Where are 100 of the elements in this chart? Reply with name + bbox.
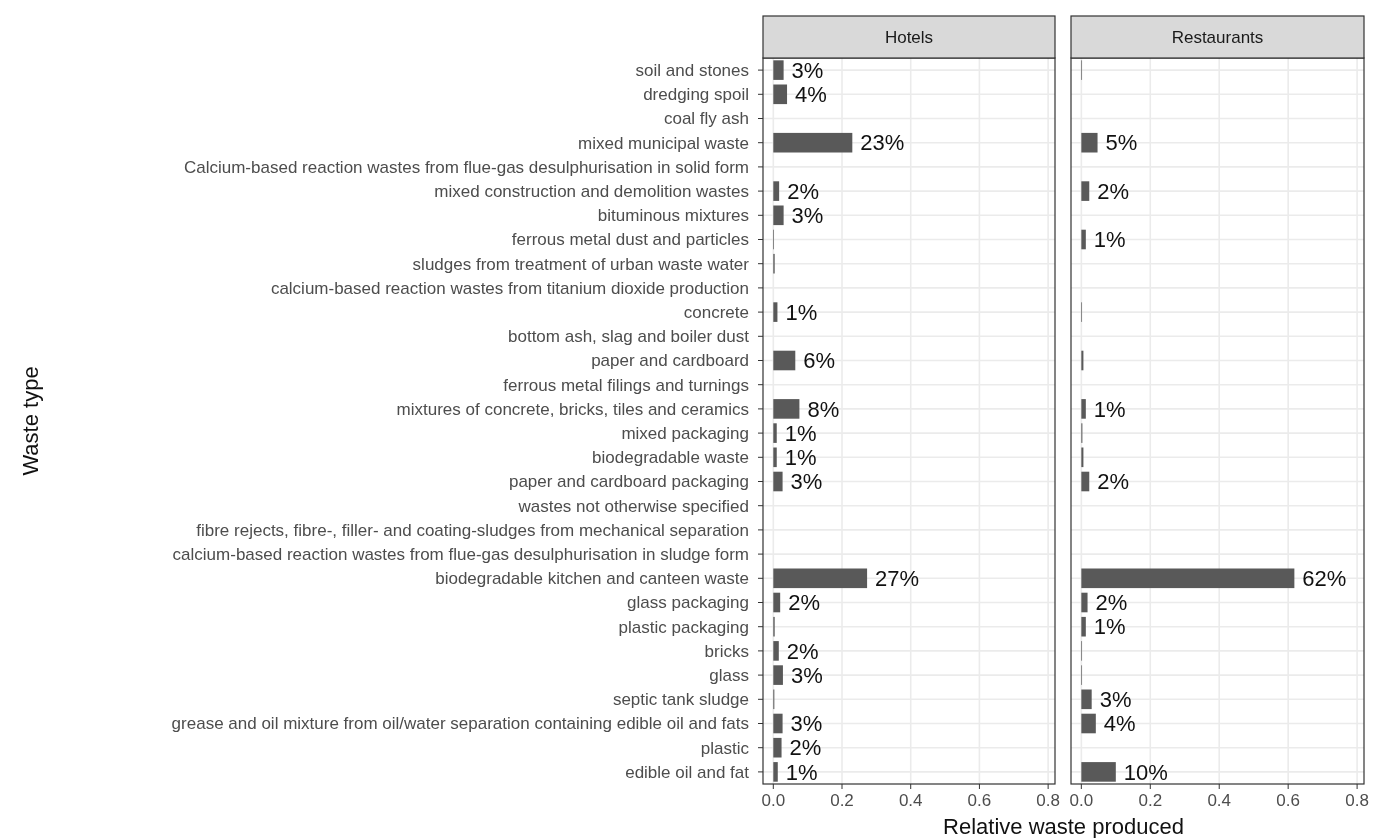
y-tick-label: septic tank sludge <box>612 690 749 710</box>
y-tick-label: plastic packaging <box>618 617 749 637</box>
x-tick-label: 0.2 <box>830 791 854 810</box>
y-tick-label: bituminous mixtures <box>597 206 749 226</box>
data-label: 3% <box>1099 687 1132 712</box>
bar <box>1081 616 1086 637</box>
data-label: 1% <box>1093 614 1126 640</box>
x-tick-label: 0.0 <box>1069 791 1094 810</box>
y-tick-label: bottom ash, slag and boiler dust <box>508 327 750 347</box>
y-tick-label: coal fly ash <box>663 109 749 129</box>
bar <box>1081 447 1084 468</box>
y-tick-label: glass packaging <box>627 593 749 613</box>
chart-title: Restaurants <box>1171 27 1264 47</box>
data-label: 10% <box>1123 759 1168 785</box>
y-tick-label: mixtures of concrete, bricks, tiles and ceramics <box>396 399 749 419</box>
data-label: 4% <box>1103 711 1136 737</box>
x-axis-title: Relative waste produced <box>943 814 1184 838</box>
data-label: 3% <box>791 203 824 228</box>
data-label: 3% <box>790 469 823 495</box>
y-tick-label: plastic <box>700 738 750 758</box>
y-tick-label: ferrous metal dust and particles <box>511 230 749 250</box>
y-tick-label: paper and cardboard <box>591 351 749 371</box>
data-label: 2% <box>786 638 819 664</box>
y-tick-label: wastes not otherwise specified <box>517 496 749 516</box>
bar <box>773 713 783 734</box>
x-tick-label: 0.6 <box>1276 791 1300 810</box>
bar <box>773 132 853 153</box>
x-tick-label: 0.6 <box>967 791 992 810</box>
data-label: 1% <box>1093 227 1126 253</box>
bar <box>773 568 868 589</box>
y-tick-label: bricks <box>704 641 749 661</box>
y-tick-label: calcium-based reaction wastes from titanium dioxide production <box>270 278 749 298</box>
data-label: 2% <box>1097 178 1130 204</box>
data-label: 23% <box>860 130 905 156</box>
y-tick-label: paper and cardboard packaging <box>508 472 749 492</box>
data-label: 2% <box>1097 469 1130 495</box>
x-tick-label: 0.0 <box>761 791 786 810</box>
bar <box>773 762 778 782</box>
bar <box>1081 471 1090 492</box>
bar <box>1081 350 1084 371</box>
y-tick-label: grease and oil mixture from oil/water separation containing edible oil and fats <box>171 714 749 734</box>
bar <box>773 665 783 685</box>
y-tick-label: sludges from treatment of urban waste water <box>412 254 750 274</box>
y-tick-label: mixed municipal waste <box>577 133 749 153</box>
y-tick-label: edible oil and fat <box>625 762 750 782</box>
y-tick-label: soil and stones <box>635 61 749 81</box>
data-label: 2% <box>1095 590 1128 616</box>
data-label: 2% <box>788 590 820 616</box>
data-label: 1% <box>784 445 817 470</box>
y-tick-label: dredging spoil <box>643 85 749 105</box>
y-axis-title: Waste type <box>18 366 43 476</box>
bar <box>1081 762 1116 782</box>
bar <box>1081 132 1098 153</box>
bar <box>773 471 783 492</box>
bar <box>773 423 777 443</box>
bar <box>773 84 788 105</box>
x-tick-label: 0.4 <box>1207 791 1232 810</box>
data-label: 3% <box>790 711 823 737</box>
data-label: 2% <box>789 735 822 761</box>
bar <box>773 399 800 419</box>
bar <box>773 350 796 371</box>
data-label: 1% <box>1093 396 1126 422</box>
bar <box>773 641 779 661</box>
bar <box>773 205 784 226</box>
y-tick-label: mixed construction and demolition wastes <box>434 182 749 202</box>
x-tick-label: 0.2 <box>1138 791 1163 810</box>
x-tick-label: 0.8 <box>1345 791 1369 810</box>
bar <box>773 737 782 758</box>
bar <box>773 302 778 322</box>
y-tick-label: biodegradable kitchen and canteen waste <box>435 569 749 589</box>
y-tick-label: ferrous metal filings and turnings <box>503 375 749 395</box>
data-label: 1% <box>785 759 818 785</box>
y-tick-label: mixed packaging <box>621 424 749 444</box>
data-label: 1% <box>785 299 818 325</box>
bar <box>1081 229 1086 250</box>
data-label: 62% <box>1302 566 1347 591</box>
data-label: 8% <box>807 396 840 422</box>
data-label: 27% <box>875 566 920 591</box>
data-label: 2% <box>787 178 819 204</box>
bar <box>773 592 781 613</box>
data-label: 1% <box>784 420 817 446</box>
bar <box>1081 399 1086 419</box>
bar <box>1081 689 1092 710</box>
y-tick-label: glass <box>709 666 749 686</box>
data-label: 3% <box>790 662 823 688</box>
bar <box>773 447 777 468</box>
y-tick-label: Calcium-based reaction wastes from flue-gas desulphurisation in solid form <box>183 157 749 177</box>
data-label: 6% <box>803 348 836 374</box>
x-tick-label: 0.4 <box>898 791 923 810</box>
data-label: 5% <box>1105 130 1138 156</box>
bar <box>1081 592 1088 613</box>
bar <box>773 181 780 201</box>
y-tick-label: calcium-based reaction wastes from flue-gas desulphurisation in sludge form <box>172 545 749 565</box>
bar <box>1081 713 1096 734</box>
y-tick-label: concrete <box>683 303 749 323</box>
bar <box>1081 568 1295 589</box>
bar <box>773 60 784 80</box>
y-tick-label: biodegradable waste <box>592 448 749 468</box>
bar <box>1081 181 1090 201</box>
x-tick-label: 0.8 <box>1036 791 1060 810</box>
